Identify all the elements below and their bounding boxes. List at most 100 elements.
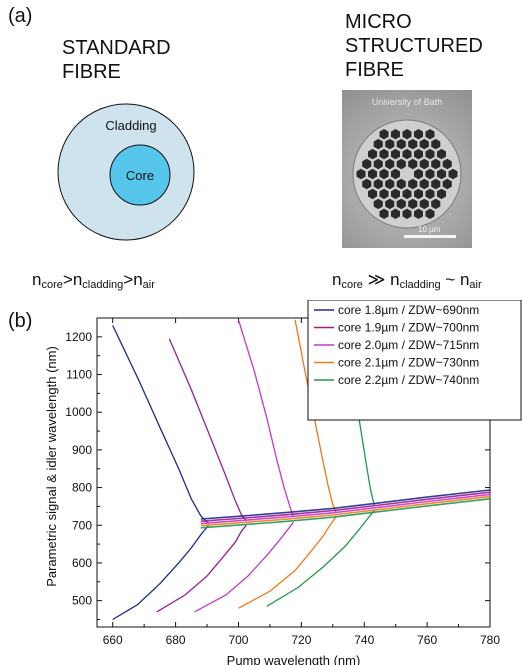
air-hole bbox=[368, 148, 377, 160]
air-hole bbox=[437, 168, 446, 180]
series-1-idler-line bbox=[112, 524, 210, 621]
x-tick-label: 740 bbox=[354, 633, 374, 647]
y-axis-title: Parametric signal & idler wavelength (nm… bbox=[44, 346, 59, 587]
air-hole bbox=[419, 198, 429, 210]
panel-b-label: (b) bbox=[8, 310, 33, 332]
legend-entry: core 2.2µm / ZDW~740nm bbox=[338, 373, 479, 387]
air-hole bbox=[391, 168, 400, 180]
legend-entry: core 1.9µm / ZDW~700nm bbox=[338, 321, 479, 335]
merged-band-line bbox=[200, 491, 491, 522]
air-hole bbox=[396, 178, 406, 190]
air-hole bbox=[442, 178, 452, 190]
air-hole bbox=[414, 168, 423, 180]
air-hole bbox=[379, 129, 389, 140]
air-hole bbox=[356, 168, 366, 180]
x-tick-label: 700 bbox=[228, 633, 248, 647]
air-hole bbox=[419, 138, 429, 150]
x-axis-title: Pump wavelength (nm) bbox=[227, 653, 361, 665]
air-hole bbox=[402, 208, 412, 219]
series-4-idler-line bbox=[238, 516, 337, 609]
air-hole bbox=[385, 198, 395, 210]
standard-heading-line1: STANDARD bbox=[62, 37, 171, 59]
air-hole bbox=[391, 148, 400, 160]
core-label: Core bbox=[126, 168, 154, 183]
photo-caption: University of Bath bbox=[371, 97, 443, 107]
air-hole bbox=[431, 138, 441, 150]
air-hole bbox=[373, 138, 383, 150]
standard-fibre-diagram: Cladding Core bbox=[57, 103, 195, 241]
merged-band-line bbox=[200, 495, 491, 527]
legend-entry: core 2.1µm / ZDW~730nm bbox=[338, 356, 479, 370]
micro-fibre-heading: MICRO STRUCTURED FIBRE bbox=[345, 10, 483, 82]
air-hole bbox=[442, 158, 452, 170]
x-tick-label: 780 bbox=[480, 633, 500, 647]
series-4-signal-line bbox=[294, 319, 337, 513]
air-hole bbox=[408, 178, 418, 190]
honeycomb-structure bbox=[352, 119, 462, 229]
legend-box bbox=[307, 300, 522, 421]
standard-index-relation: ncore>ncladding>nair bbox=[32, 270, 155, 291]
air-hole bbox=[419, 158, 429, 170]
panel-a-label: (a) bbox=[8, 5, 33, 27]
air-hole bbox=[425, 129, 435, 140]
micro-heading-line2: STRUCTURED bbox=[345, 35, 483, 57]
air-hole bbox=[385, 138, 395, 150]
air-hole bbox=[408, 158, 418, 170]
series-5-idler-line bbox=[266, 509, 375, 607]
y-tick-label: 900 bbox=[72, 443, 92, 457]
cladding-label: Cladding bbox=[105, 118, 156, 133]
plot-frame bbox=[96, 317, 491, 628]
air-hole bbox=[414, 129, 423, 140]
fibre-sem-image: University of Bath 10 µm bbox=[342, 90, 472, 248]
air-hole bbox=[373, 178, 383, 190]
y-tick-label: 1000 bbox=[65, 405, 92, 419]
standard-fibre-heading: STANDARD FIBRE bbox=[62, 36, 171, 84]
y-tick-label: 700 bbox=[72, 518, 92, 532]
plot-area: 660 680 700 720 740 760 780 500 600 700 800 900 1000… bbox=[44, 300, 522, 665]
series-2-signal-line bbox=[168, 338, 247, 522]
air-hole bbox=[425, 208, 435, 219]
y-tick-label: 1100 bbox=[66, 368, 92, 382]
air-hole bbox=[362, 178, 372, 190]
air-hole bbox=[437, 148, 446, 160]
series-3-signal-line bbox=[237, 319, 295, 518]
air-hole bbox=[391, 188, 400, 200]
air-hole bbox=[396, 138, 406, 150]
air-hole bbox=[425, 188, 435, 200]
air-hole bbox=[368, 168, 377, 180]
air-hole bbox=[362, 158, 372, 170]
y-tick-label: 500 bbox=[72, 594, 92, 608]
air-hole bbox=[379, 168, 389, 180]
air-hole bbox=[402, 129, 412, 140]
x-tick-label: 760 bbox=[417, 633, 437, 647]
scale-bar bbox=[404, 235, 456, 238]
series-3-idler-line bbox=[194, 521, 295, 613]
air-hole bbox=[402, 148, 412, 160]
merged-band-line bbox=[200, 498, 491, 529]
air-hole bbox=[437, 188, 446, 200]
air-hole bbox=[431, 198, 441, 210]
air-hole bbox=[368, 188, 377, 200]
phase-matching-chart: 660 680 700 720 740 760 780 500 600 700 800 900 1000… bbox=[44, 300, 522, 665]
air-hole bbox=[414, 148, 423, 160]
micro-heading-line3: FIBRE bbox=[345, 59, 404, 81]
air-hole bbox=[448, 168, 458, 180]
air-hole bbox=[373, 198, 383, 210]
air-hole bbox=[379, 148, 389, 160]
micro-heading-line1: MICRO bbox=[345, 11, 412, 33]
y-tick-label: 1200 bbox=[65, 330, 92, 344]
air-hole bbox=[431, 158, 441, 170]
scale-bar-label: 10 µm bbox=[418, 225, 441, 234]
air-hole bbox=[408, 138, 418, 150]
air-hole bbox=[379, 208, 389, 219]
x-tick-label: 720 bbox=[291, 633, 311, 647]
air-hole bbox=[385, 158, 395, 170]
standard-heading-line2: FIBRE bbox=[62, 61, 121, 83]
merged-band-line bbox=[200, 493, 491, 525]
y-tick-label: 800 bbox=[72, 481, 92, 495]
air-hole bbox=[379, 188, 389, 200]
air-hole bbox=[431, 178, 441, 190]
x-tick-label: 680 bbox=[166, 633, 186, 647]
micro-index-relation: ncore ≫ ncladding ~ nair bbox=[332, 270, 482, 291]
core-circle bbox=[109, 144, 171, 206]
